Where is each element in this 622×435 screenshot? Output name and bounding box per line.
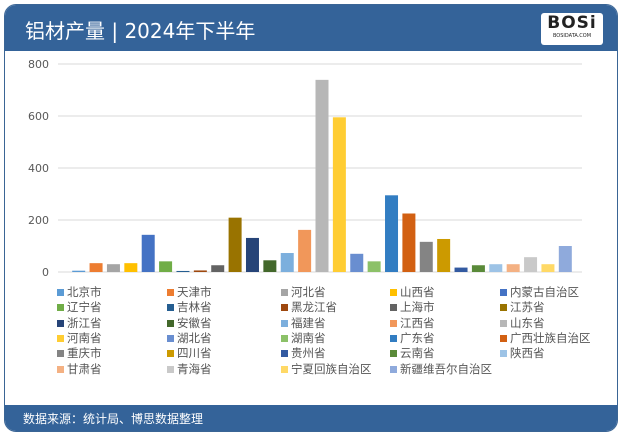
bar-20	[402, 213, 416, 272]
logo-subtext: BOSIDATA.COM	[552, 33, 592, 39]
data-source: 数据来源：统计局、博思数据整理	[23, 412, 204, 426]
logo-text: BOSi	[547, 13, 597, 33]
bar-10	[228, 217, 242, 272]
bar-8	[193, 270, 207, 272]
bar-6	[159, 261, 173, 272]
bar-23	[454, 267, 468, 272]
bar-12	[263, 260, 277, 272]
bar-25	[489, 264, 503, 272]
bar-7	[176, 270, 190, 272]
bar-21	[419, 241, 433, 272]
bar-16	[332, 117, 346, 272]
bar-24	[471, 265, 485, 272]
bar-17	[350, 253, 364, 272]
bar-11	[245, 237, 259, 272]
y-tick-label: 0	[42, 266, 49, 279]
bar-27	[524, 257, 538, 272]
chart-card: 铝材产量 | 2024年下半年 BOSi BOSIDATA.COM 数据来源：统…	[4, 4, 618, 432]
bar-28	[541, 264, 555, 272]
bar-19	[385, 195, 399, 272]
bar-14	[298, 229, 312, 272]
y-tick-label: 400	[28, 162, 49, 175]
bar-15	[315, 79, 329, 272]
bar-3	[106, 264, 120, 272]
bar-18	[367, 261, 381, 272]
bosi-logo: BOSi BOSIDATA.COM	[541, 13, 603, 45]
y-tick-label: 800	[28, 58, 49, 71]
bar-2	[89, 263, 103, 272]
header-bar: 铝材产量 | 2024年下半年 BOSi BOSIDATA.COM	[5, 5, 617, 51]
bar-13	[280, 253, 294, 272]
bar-22	[437, 238, 451, 272]
bar-5	[141, 234, 155, 272]
footer-bar: 数据来源：统计局、博思数据整理	[5, 405, 617, 431]
bar-26	[506, 264, 520, 272]
y-tick-label: 600	[28, 110, 49, 123]
bar-1	[72, 270, 86, 272]
bar-29	[558, 246, 572, 272]
bar-9	[211, 265, 225, 272]
bar-4	[124, 263, 138, 272]
y-tick-label: 200	[28, 214, 49, 227]
chart-title: 铝材产量 | 2024年下半年	[25, 19, 256, 43]
